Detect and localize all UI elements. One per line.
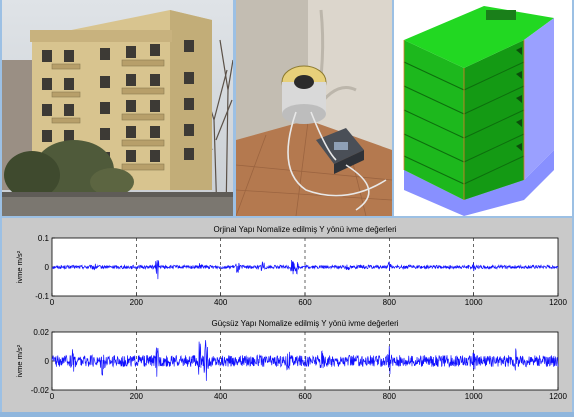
x-tick-label: 800 (383, 298, 397, 307)
acceleration-charts: Orjinal Yapı Nomalize edilmiş Y yönü ivm… (15, 225, 567, 401)
chart-2: Güçsüz Yapı Nomalize edilmiş Y yönü ivme… (15, 319, 567, 401)
x-tick-label: 400 (214, 392, 228, 401)
y-axis-label: ivme m/s² (15, 250, 24, 283)
x-tick-label: 0 (50, 392, 55, 401)
acceleration-plots-panel: Orjinal Yapı Nomalize edilmiş Y yönü ivm… (2, 218, 572, 412)
y-axis-label: ivme m/s² (15, 344, 24, 377)
x-tick-label: 600 (298, 298, 312, 307)
x-tick-label: 800 (383, 392, 397, 401)
x-tick-label: 1000 (465, 392, 483, 401)
x-tick-label: 400 (214, 298, 228, 307)
y-tick-label: 0.1 (38, 234, 50, 243)
apartment-building-photo (2, 0, 233, 216)
y-tick-label: 0.02 (33, 328, 49, 337)
accelerometer-sensor-photo (236, 0, 392, 216)
acceleration-series-line (51, 260, 559, 280)
chart-1: Orjinal Yapı Nomalize edilmiş Y yönü ivm… (15, 225, 567, 307)
acceleration-series-line (51, 340, 559, 381)
y-tick-label: 0 (45, 357, 50, 366)
chart-title: Güçsüz Yapı Nomalize edilmiş Y yönü ivme… (211, 319, 398, 328)
y-tick-label: -0.02 (31, 386, 50, 395)
structural-model-render (394, 0, 572, 216)
y-tick-label: -0.1 (35, 292, 49, 301)
x-tick-label: 1200 (549, 298, 567, 307)
x-tick-label: 1000 (465, 298, 483, 307)
x-tick-label: 0 (50, 298, 55, 307)
x-tick-label: 1200 (549, 392, 567, 401)
chart-title: Orjinal Yapı Nomalize edilmiş Y yönü ivm… (213, 225, 396, 234)
x-tick-label: 200 (130, 298, 144, 307)
x-tick-label: 600 (298, 392, 312, 401)
y-tick-label: 0 (45, 263, 50, 272)
x-tick-label: 200 (130, 392, 144, 401)
